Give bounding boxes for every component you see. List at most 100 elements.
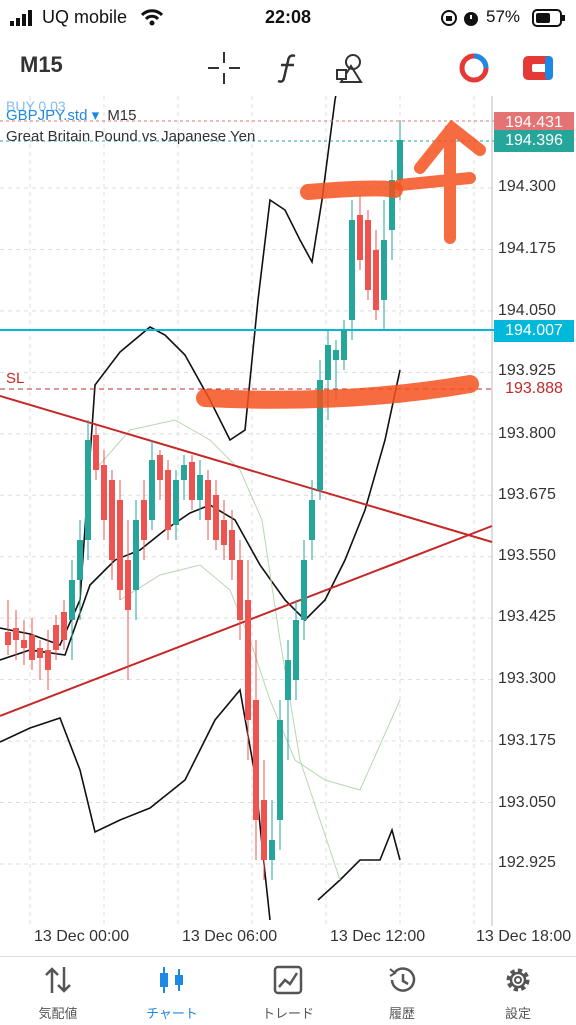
clock: 22:08 (264, 7, 312, 27)
battery-percent: 57% (486, 7, 521, 26)
x-tick: 13 Dec 12:00 (330, 928, 426, 945)
candle-bearish (237, 560, 243, 620)
symbol-timeframe: M15 (107, 107, 137, 124)
candle-bullish (77, 540, 83, 580)
nav-chart[interactable]: チャート (122, 963, 222, 1022)
nav-settings[interactable]: 設定 (468, 963, 568, 1022)
candle-bearish (117, 500, 123, 590)
bottom-navigation: 気配値 チャート トレード 履歴 設定 (0, 956, 576, 1025)
candle-bearish (93, 435, 99, 470)
wifi-icon (140, 9, 164, 26)
envelope-line (94, 419, 341, 881)
new-order-button[interactable] (516, 46, 560, 90)
y-tick: 192.925 (498, 854, 556, 871)
nav-label: 気配値 (38, 1006, 78, 1021)
candle-bullish (397, 140, 403, 180)
candle-bullish (197, 475, 203, 500)
candle-bullish (309, 500, 315, 540)
indicators-button[interactable] (266, 46, 310, 90)
candle-bullish (133, 520, 139, 590)
chart-canvas[interactable] (0, 96, 576, 956)
x-tick: 13 Dec 06:00 (182, 928, 278, 945)
y-tick: 194.050 (498, 302, 556, 319)
y-tick: 193.675 (498, 486, 556, 503)
order-price-tag: 194.007 (494, 320, 574, 342)
candle-bearish (125, 560, 131, 610)
candle-bullish (181, 465, 187, 480)
candle-bearish (141, 500, 147, 540)
alarm-icon (464, 12, 478, 26)
crosshair-button[interactable] (202, 46, 246, 90)
candle-bearish (253, 700, 259, 820)
candle-bearish (357, 215, 363, 260)
one-click-trading-button[interactable] (452, 46, 496, 90)
timeframe-button[interactable]: M15 (20, 52, 63, 77)
symbol-selector[interactable]: GBPJPY.std ▾ M15 (6, 107, 137, 124)
candle-bullish (293, 620, 299, 680)
y-tick: 193.300 (498, 670, 556, 687)
nav-label: 設定 (504, 1006, 531, 1021)
candle-bullish (341, 330, 347, 360)
nav-trade[interactable]: トレード (238, 963, 338, 1022)
x-tick: 13 Dec 18:00 (476, 928, 572, 945)
candle-bearish (157, 455, 163, 480)
envelope-line (119, 564, 401, 791)
candle-bearish (109, 480, 115, 560)
candle-bearish (189, 462, 195, 500)
nav-quotes[interactable]: 気配値 (8, 963, 108, 1022)
ask-price-tag: 194.431 (494, 112, 574, 134)
trend-line-descending (0, 395, 493, 543)
annotation-stroke (196, 375, 479, 409)
y-tick: 193.050 (498, 794, 556, 811)
price-chart[interactable] (0, 96, 576, 956)
history-icon (389, 967, 416, 992)
trade-icon (273, 965, 303, 995)
objects-icon (336, 54, 363, 83)
candle-bearish (213, 495, 219, 540)
candle-bearish (101, 465, 107, 520)
symbol-name: GBPJPY.std (6, 107, 88, 124)
y-tick: 194.300 (498, 178, 556, 195)
candle-bearish (61, 612, 67, 640)
nav-label: 履歴 (388, 1006, 415, 1021)
band-lower-2 (317, 827, 401, 901)
candle-bullish (317, 380, 323, 490)
candle-bullish (285, 660, 291, 700)
candle-bearish (5, 632, 11, 645)
candle-bearish (21, 640, 27, 648)
candle-bearish (229, 530, 235, 560)
candle-bullish (269, 840, 275, 860)
nav-history[interactable]: 履歴 (352, 963, 452, 1022)
y-tick: 193.925 (498, 362, 556, 379)
chart-icon (160, 967, 183, 993)
y-tick: 193.425 (498, 608, 556, 625)
battery-icon (532, 9, 565, 27)
symbol-description: Great Britain Pound vs Japanese Yen (6, 128, 256, 145)
candle-bearish (365, 220, 371, 290)
x-tick: 13 Dec 00:00 (34, 928, 130, 945)
candle-bearish (261, 800, 267, 860)
annotation-arrow (394, 119, 486, 244)
candle-bearish (37, 648, 43, 658)
candle-bearish (45, 650, 51, 670)
candle-bearish (13, 628, 19, 640)
y-tick: 193.550 (498, 547, 556, 564)
candle-bearish (245, 600, 251, 720)
candle-bullish (277, 720, 283, 820)
objects-button[interactable] (330, 46, 374, 90)
band-lower (0, 688, 271, 921)
candle-bearish (205, 480, 211, 520)
stop-loss-label: SL (6, 370, 25, 387)
candle-bullish (149, 460, 155, 520)
y-tick: 193.800 (498, 425, 556, 442)
crosshair-icon (208, 52, 240, 84)
chart-toolbar: M15 (0, 38, 576, 94)
candle-bullish (301, 560, 307, 620)
sl-price-tag: 193.888 (494, 378, 574, 400)
settings-icon (506, 968, 530, 992)
candle-bearish (221, 520, 227, 545)
candle-bullish (173, 480, 179, 525)
band-middle (0, 369, 401, 661)
candle-bullish (349, 220, 355, 320)
candle-bearish (373, 250, 379, 310)
